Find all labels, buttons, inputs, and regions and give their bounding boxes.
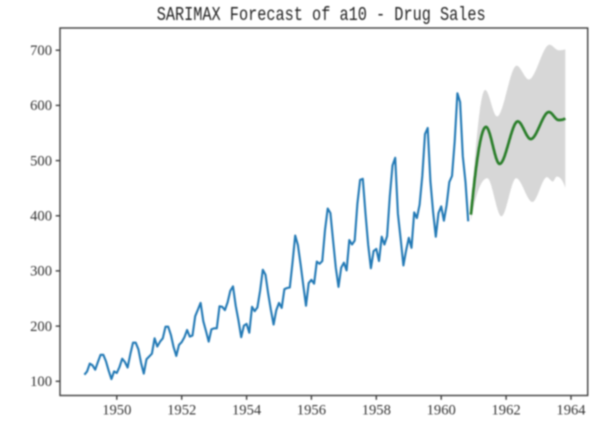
svg-text:700: 700	[30, 43, 52, 59]
svg-text:1962: 1962	[492, 402, 521, 418]
svg-text:300: 300	[30, 264, 52, 280]
svg-text:1964: 1964	[556, 402, 586, 418]
svg-text:1960: 1960	[427, 402, 456, 418]
svg-text:100: 100	[30, 374, 52, 390]
svg-text:500: 500	[30, 153, 52, 169]
svg-text:600: 600	[30, 98, 52, 114]
svg-text:1956: 1956	[297, 402, 326, 418]
svg-text:1952: 1952	[167, 402, 196, 418]
svg-text:SARIMAX Forecast of a10 - Drug: SARIMAX Forecast of a10 - Drug Sales	[157, 4, 486, 26]
svg-text:1954: 1954	[232, 402, 262, 418]
svg-text:1950: 1950	[102, 402, 131, 418]
svg-text:400: 400	[30, 209, 52, 225]
svg-text:200: 200	[30, 319, 52, 335]
svg-text:1958: 1958	[362, 402, 391, 418]
